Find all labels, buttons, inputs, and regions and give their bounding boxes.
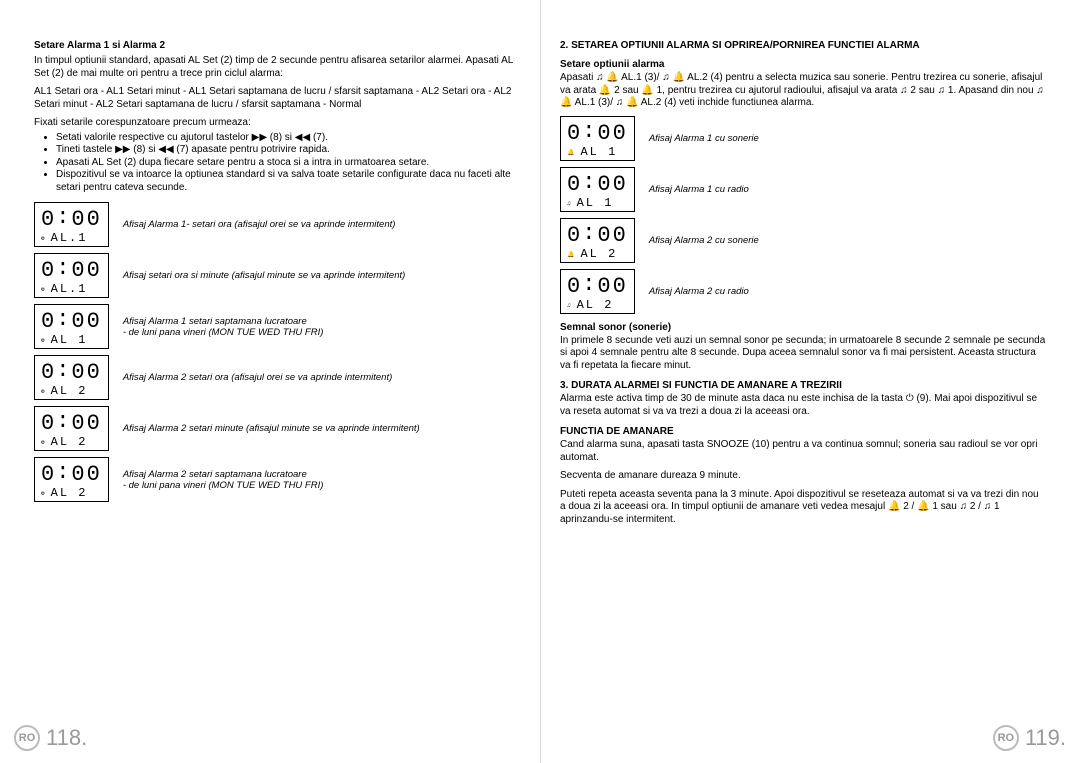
snooze-p2: Secventa de amanare dureaza 9 minute. bbox=[560, 470, 1046, 483]
snooze-p1: Cand alarma suna, apasati tasta SNOOZE (… bbox=[560, 439, 1046, 464]
snooze-p3: Puteti repeta aceasta seventa pana la 3 … bbox=[560, 489, 1046, 527]
lcd-caption: Afisaj Alarma 1 setari saptamana lucrato… bbox=[123, 316, 324, 338]
lcd-time: 0:00 bbox=[567, 274, 628, 298]
bullet: Dispozitivul se va intoarce la optiunea … bbox=[56, 169, 520, 194]
lcd-caption: Afisaj Alarma 1- setari ora (afisajul or… bbox=[123, 219, 396, 230]
lcd-display: 0:00⚙AL 2 bbox=[34, 406, 109, 451]
lcd-time: 0:00 bbox=[41, 360, 102, 384]
lcd-row: 0:00♫AL 2 Afisaj Alarma 2 cu radio bbox=[560, 269, 1046, 314]
lcd-caption: Afisaj Alarma 1 cu sonerie bbox=[649, 133, 759, 144]
left-title: Setare Alarma 1 si Alarma 2 bbox=[34, 40, 520, 51]
lcd-display: 0:00⚙AL.1 bbox=[34, 202, 109, 247]
lcd-display: 0:00⚙AL.1 bbox=[34, 253, 109, 298]
lcd-time: 0:00 bbox=[567, 223, 628, 247]
page-spread: Setare Alarma 1 si Alarma 2 In timpul op… bbox=[0, 0, 1080, 763]
lcd-time: 0:00 bbox=[567, 172, 628, 196]
bullet: Setati valorile respective cu ajutorul t… bbox=[56, 132, 520, 145]
lcd-caption: Afisaj Alarma 2 cu sonerie bbox=[649, 235, 759, 246]
page-number-value: 118. bbox=[46, 725, 87, 751]
left-p1: In timpul optiunii standard, apasati AL … bbox=[34, 55, 520, 80]
page-number-right: RO 119. bbox=[993, 725, 1066, 751]
lcd-sub: ⚙AL 2 bbox=[41, 385, 102, 397]
page-number-left: RO 118. bbox=[14, 725, 87, 751]
lcd-caption: Afisaj setari ora si minute (afisajul mi… bbox=[123, 270, 405, 281]
left-bullets: Setati valorile respective cu ajutorul t… bbox=[56, 132, 520, 195]
lcd-row: 0:00⚙AL.1 Afisaj Alarma 1- setari ora (af… bbox=[34, 202, 520, 247]
lcd-time: 0:00 bbox=[567, 121, 628, 145]
lcd-row: 0:00⚙AL 2 Afisaj Alarma 2 setari saptaman… bbox=[34, 457, 520, 502]
bullet: Apasati AL Set (2) dupa fiecare setare p… bbox=[56, 157, 520, 170]
lcd-caption: Afisaj Alarma 2 cu radio bbox=[649, 286, 749, 297]
lcd-sub: ⚙AL 2 bbox=[41, 436, 102, 448]
left-p2: AL1 Setari ora - AL1 Setari minut - AL1 … bbox=[34, 86, 520, 111]
signal-p: In primele 8 secunde veti auzi un semnal… bbox=[560, 335, 1046, 373]
page-left: Setare Alarma 1 si Alarma 2 In timpul op… bbox=[0, 0, 540, 763]
lcd-row: 0:00⚙AL 1 Afisaj Alarma 1 setari saptaman… bbox=[34, 304, 520, 349]
lcd-sub: 🔔AL 2 bbox=[567, 248, 628, 260]
lcd-row: 0:00⚙AL 2 Afisaj Alarma 2 setari ora (afi… bbox=[34, 355, 520, 400]
bullet: Tineti tastele ▶▶ (8) si ◀◀ (7) apasate … bbox=[56, 144, 520, 157]
lcd-sub: ⚙AL.1 bbox=[41, 283, 102, 295]
lcd-caption: Afisaj Alarma 2 setari saptamana lucrato… bbox=[123, 469, 324, 491]
lcd-sub: ⚙AL.1 bbox=[41, 232, 102, 244]
lcd-sub: ⚙AL 1 bbox=[41, 334, 102, 346]
lcd-caption: Afisaj Alarma 2 setari minute (afisajul … bbox=[123, 423, 420, 434]
lcd-caption: Afisaj Alarma 2 setari ora (afisajul ore… bbox=[123, 372, 392, 383]
lcd-sub: 🔔AL 1 bbox=[567, 146, 628, 158]
lcd-time: 0:00 bbox=[41, 411, 102, 435]
lcd-display: 0:00♫AL 2 bbox=[560, 269, 635, 314]
signal-head: Semnal sonor (sonerie) bbox=[560, 322, 1046, 333]
lcd-row: 0:00♫AL 1 Afisaj Alarma 1 cu radio bbox=[560, 167, 1046, 212]
ro-badge-icon: RO bbox=[993, 725, 1019, 751]
lcd-row: 0:00🔔AL 2 Afisaj Alarma 2 cu sonerie bbox=[560, 218, 1046, 263]
page-number-value: 119. bbox=[1025, 725, 1066, 751]
page-right: 2. SETAREA OPTIUNII ALARMA SI OPRIREA/PO… bbox=[540, 0, 1080, 763]
lcd-sub: ⚙AL 2 bbox=[41, 487, 102, 499]
duration-p: Alarma este activa timp de 30 de minute … bbox=[560, 393, 1046, 418]
lcd-sub: ♫AL 1 bbox=[567, 197, 628, 209]
ro-badge-icon: RO bbox=[14, 725, 40, 751]
right-p1: Apasati ♫ 🔔 AL.1 (3)/ ♫ 🔔 AL.2 (4) pentr… bbox=[560, 72, 1046, 110]
right-title: 2. SETAREA OPTIUNII ALARMA SI OPRIREA/PO… bbox=[560, 40, 1046, 51]
lcd-row: 0:00🔔AL 1 Afisaj Alarma 1 cu sonerie bbox=[560, 116, 1046, 161]
left-p3: Fixati setarile corespunzatoare precum u… bbox=[34, 117, 520, 130]
lcd-display: 0:00🔔AL 1 bbox=[560, 116, 635, 161]
duration-head: 3. DURATA ALARMEI SI FUNCTIA DE AMANARE … bbox=[560, 380, 1046, 391]
lcd-sub: ♫AL 2 bbox=[567, 299, 628, 311]
lcd-time: 0:00 bbox=[41, 462, 102, 486]
lcd-time: 0:00 bbox=[41, 309, 102, 333]
lcd-display: 0:00⚙AL 1 bbox=[34, 304, 109, 349]
snooze-head: FUNCTIA DE AMANARE bbox=[560, 426, 1046, 437]
lcd-display: 0:00⚙AL 2 bbox=[34, 355, 109, 400]
lcd-row: 0:00⚙AL.1 Afisaj setari ora si minute (af… bbox=[34, 253, 520, 298]
lcd-display: 0:00⚙AL 2 bbox=[34, 457, 109, 502]
right-subhead: Setare optiunii alarma bbox=[560, 59, 1046, 70]
lcd-row: 0:00⚙AL 2 Afisaj Alarma 2 setari minute (… bbox=[34, 406, 520, 451]
lcd-caption: Afisaj Alarma 1 cu radio bbox=[649, 184, 749, 195]
lcd-time: 0:00 bbox=[41, 207, 102, 231]
lcd-display: 0:00🔔AL 2 bbox=[560, 218, 635, 263]
lcd-display: 0:00♫AL 1 bbox=[560, 167, 635, 212]
lcd-time: 0:00 bbox=[41, 258, 102, 282]
